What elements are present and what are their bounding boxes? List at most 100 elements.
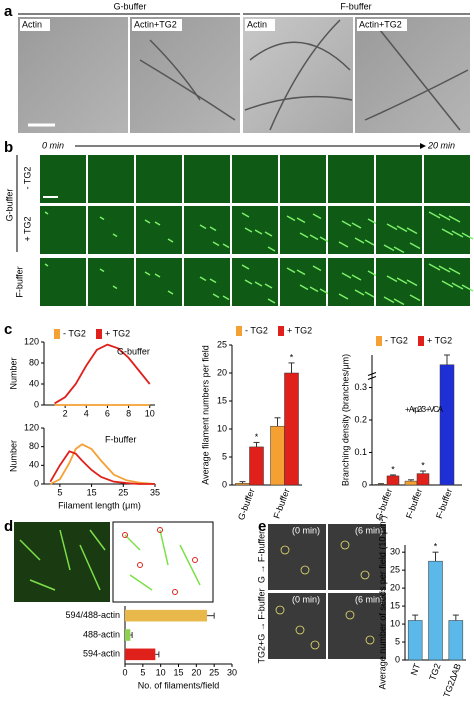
fluorescence-image — [280, 206, 326, 254]
bar — [448, 620, 464, 661]
filament — [386, 275, 398, 283]
legend-label: - TG2 — [245, 325, 268, 335]
x-tick-label: NT — [409, 662, 423, 677]
bar — [404, 480, 418, 486]
fluorescence-image — [280, 155, 326, 203]
panel-label: a — [4, 3, 13, 20]
filament — [386, 223, 398, 231]
y-tick-label: 0.2 — [354, 414, 367, 424]
micrograph — [328, 524, 386, 590]
y-tick-label: 594-actin — [83, 649, 120, 659]
y-tick-label: 30 — [390, 547, 400, 557]
row-group-label: G-buffer — [4, 189, 14, 222]
bar — [374, 484, 388, 486]
filaments — [124, 529, 201, 591]
filament — [354, 237, 365, 244]
bar — [439, 364, 455, 486]
filament — [112, 285, 118, 290]
seed-circles — [275, 540, 375, 650]
filament — [309, 286, 319, 293]
filament — [364, 291, 375, 298]
x-tick-label: 25 — [118, 487, 128, 497]
y-tick-label: 0.3 — [354, 382, 367, 392]
fluorescence-image — [424, 155, 470, 203]
x-tick-label: 8 — [126, 408, 131, 418]
x-tick-label: 5 — [57, 487, 62, 497]
filament — [409, 294, 421, 302]
image-grid — [40, 155, 474, 306]
y-tick-label: 0.1 — [354, 447, 367, 457]
filament — [341, 220, 352, 227]
y-tick-label: 20 — [217, 367, 227, 377]
filament — [144, 219, 151, 224]
micrograph — [130, 17, 240, 133]
filament — [428, 263, 441, 271]
y-tick-label: 120 — [24, 336, 39, 346]
y-tick-label: 80 — [29, 441, 39, 451]
filament — [367, 218, 378, 225]
fluorescence-image — [136, 155, 182, 203]
x-axis-label: Filament length (μm) — [58, 500, 141, 510]
bar — [125, 648, 156, 661]
y-tick-label: 0 — [362, 479, 367, 489]
filament — [364, 239, 375, 246]
legend-swatch — [236, 326, 242, 336]
y-tick-label: 15 — [390, 600, 400, 610]
filament — [199, 276, 207, 282]
y-tick-label: 25 — [390, 565, 400, 575]
row-label: - TG2 — [22, 167, 32, 190]
significance: * — [255, 432, 259, 442]
filament — [438, 265, 451, 273]
time-label: 0 min — [42, 140, 64, 150]
bar — [386, 475, 400, 486]
time-label: (6 min) — [355, 525, 383, 535]
time-label: (0 min) — [292, 525, 320, 535]
significance: * — [434, 542, 438, 552]
filament — [409, 242, 421, 250]
bar — [235, 483, 250, 486]
fluorescence-image — [184, 206, 230, 254]
fluorescence-image — [376, 258, 422, 306]
fluorescence-image — [376, 155, 422, 203]
filament — [264, 283, 273, 289]
panel-label: e — [258, 518, 266, 535]
significance: * — [421, 460, 425, 470]
filament — [254, 281, 263, 287]
x-tick-label: 0 — [122, 667, 127, 677]
arrow-head — [420, 143, 426, 149]
x-tick-label: TG2 — [427, 662, 442, 682]
row-label: TG2+G → F-buffer — [256, 588, 266, 663]
label-box — [132, 19, 182, 31]
y-tick-label: 120 — [24, 422, 39, 432]
image-label: Actin+TG2 — [134, 19, 177, 29]
filament — [383, 244, 395, 252]
filament — [448, 267, 461, 275]
y-tick-label: 40 — [29, 460, 39, 470]
filament — [451, 282, 464, 290]
micrograph — [18, 17, 128, 133]
filament — [461, 232, 474, 240]
row-label: F-buffer — [14, 266, 24, 297]
legend-label: - TG2 — [63, 328, 86, 338]
y-tick-label: 25 — [217, 339, 227, 349]
filament — [309, 234, 319, 241]
filament — [338, 241, 349, 248]
bar — [270, 425, 285, 486]
filament — [212, 241, 220, 247]
fluorescence-image — [328, 206, 374, 254]
y-axis-label: Number — [8, 357, 18, 389]
x-tick-label: G-buffer — [236, 487, 257, 521]
filament — [441, 280, 454, 288]
y-tick-label: 0 — [34, 399, 39, 409]
panel-label: d — [4, 518, 13, 535]
fluorescence-image — [136, 258, 182, 306]
filament — [241, 264, 250, 270]
group-label: G-buffer — [114, 1, 147, 11]
filament — [244, 279, 253, 285]
x-tick-label: 10 — [156, 667, 166, 677]
filament — [296, 269, 306, 276]
fluorescence-image — [328, 155, 374, 203]
filament — [441, 228, 454, 236]
fluorescence-image — [88, 206, 134, 254]
filament — [351, 222, 362, 229]
